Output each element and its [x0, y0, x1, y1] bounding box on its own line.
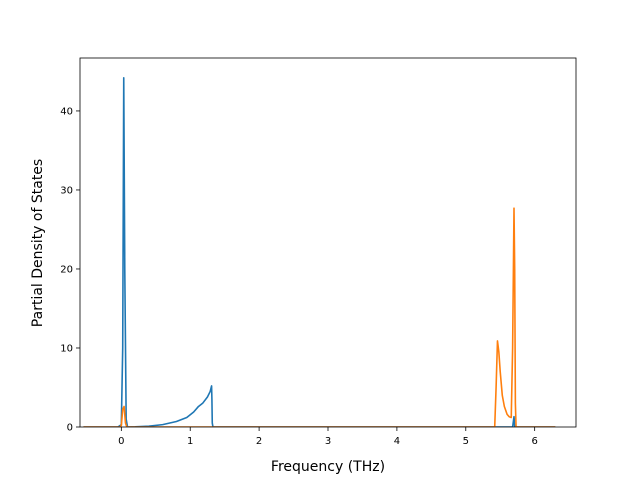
y-tick-label: 10 [60, 343, 73, 354]
y-axis-ticks: 0 10 20 30 40 [60, 106, 80, 434]
x-tick-label: 5 [463, 436, 469, 447]
x-tick-label: 0 [118, 436, 124, 447]
series-line-1 [83, 76, 556, 427]
y-tick-label: 40 [60, 106, 73, 117]
x-axis-label: Frequency (THz) [271, 459, 385, 475]
plot-area [83, 76, 556, 427]
series-line-2 [83, 207, 556, 427]
x-tick-label: 3 [325, 436, 331, 447]
x-axis-ticks: 0 1 2 3 4 5 6 [118, 427, 538, 447]
x-tick-label: 2 [256, 436, 262, 447]
x-tick-label: 6 [531, 436, 537, 447]
x-tick-label: 1 [187, 436, 193, 447]
series-layer [83, 76, 556, 427]
x-tick-label: 4 [394, 436, 400, 447]
y-tick-label: 20 [60, 264, 73, 275]
y-tick-label: 0 [67, 423, 73, 434]
y-tick-label: 30 [60, 185, 73, 196]
y-axis-label: Partial Density of States [30, 159, 46, 327]
